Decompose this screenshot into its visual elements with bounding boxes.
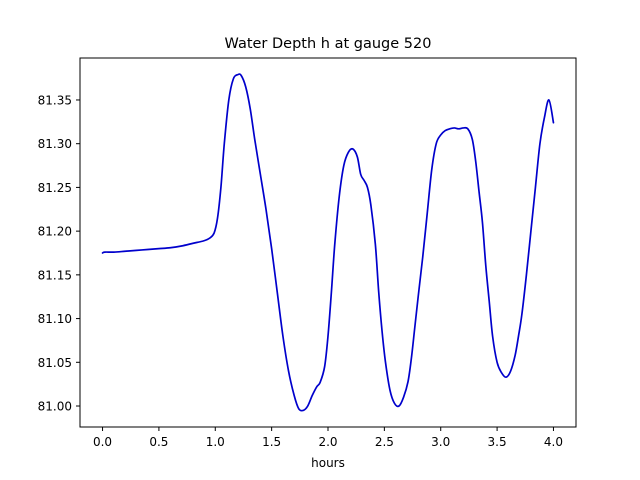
x-axis-label: hours bbox=[311, 456, 345, 470]
y-tick-label: 81.10 bbox=[38, 312, 72, 326]
series-line-0 bbox=[101, 73, 555, 412]
chart-title: Water Depth h at gauge 520 bbox=[225, 36, 432, 52]
x-tick-label: 2.5 bbox=[375, 435, 394, 449]
y-tick-label: 81.35 bbox=[38, 93, 72, 107]
y-axis-ticks: 81.00 81.05 81.10 81.15 81.20 81.25 81.30 81.35 bbox=[38, 93, 80, 414]
x-tick-label: 3.0 bbox=[431, 435, 450, 449]
y-tick-label: 81.30 bbox=[38, 137, 72, 151]
x-tick-label: 0.0 bbox=[93, 435, 112, 449]
x-tick-label: 2.0 bbox=[318, 435, 337, 449]
x-tick-label: 1.0 bbox=[206, 435, 225, 449]
x-tick-label: 1.5 bbox=[262, 435, 281, 449]
plot-area bbox=[80, 58, 576, 427]
y-tick-label: 81.05 bbox=[38, 356, 72, 370]
y-tick-label: 81.15 bbox=[38, 268, 72, 282]
x-tick-label: 3.5 bbox=[488, 435, 507, 449]
y-tick-label: 81.20 bbox=[38, 225, 72, 239]
x-tick-label: 4.0 bbox=[544, 435, 563, 449]
y-tick-label: 81.00 bbox=[38, 400, 72, 414]
x-tick-label: 0.5 bbox=[149, 435, 168, 449]
y-tick-label: 81.25 bbox=[38, 181, 72, 195]
x-axis-ticks: 0.0 0.5 1.0 1.5 2.0 2.5 3.0 3.5 4.0 bbox=[93, 427, 563, 449]
series-layer bbox=[101, 73, 555, 412]
